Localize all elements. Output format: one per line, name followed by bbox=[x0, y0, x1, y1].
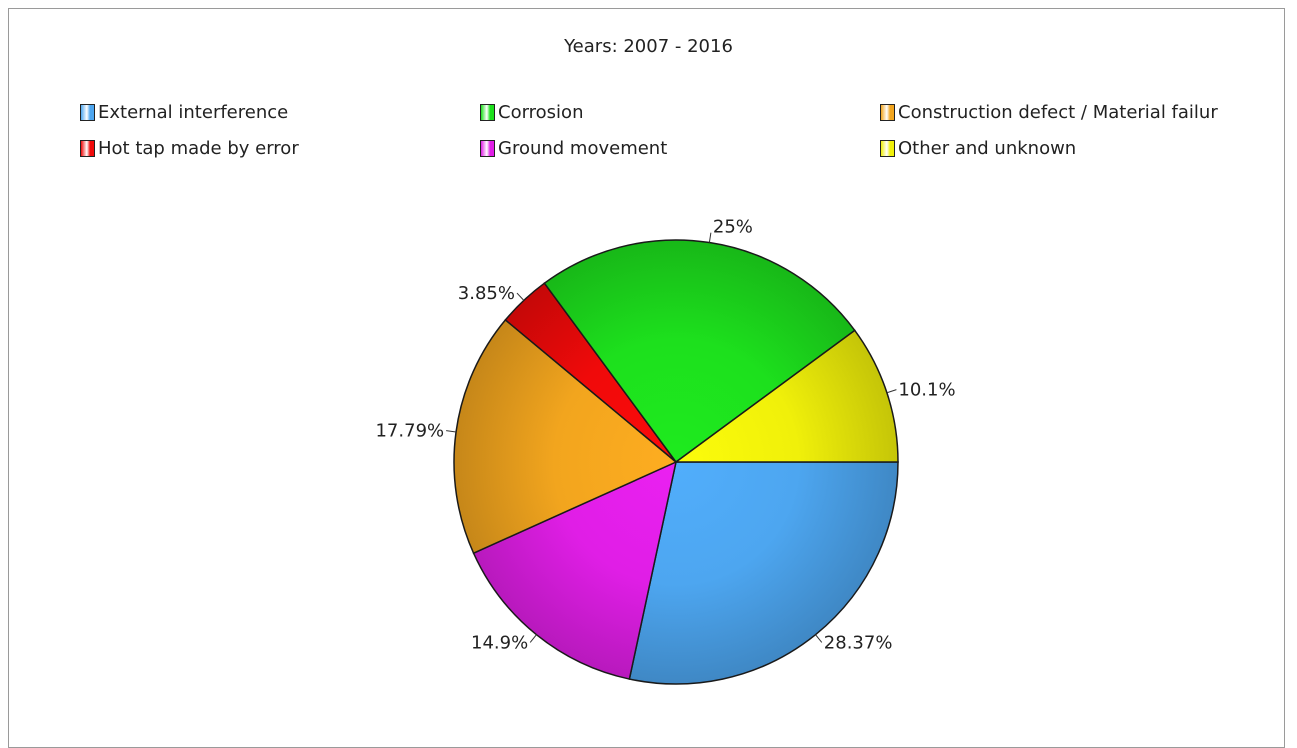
slice-label: 14.9% bbox=[471, 632, 528, 653]
chart-legend: External interference Corrosion Constructi… bbox=[0, 0, 1297, 180]
legend-label: Construction defect / Material failur bbox=[898, 101, 1218, 123]
pie-slice bbox=[472, 460, 678, 680]
slice-label: 17.79% bbox=[375, 421, 444, 442]
legend-swatch bbox=[80, 139, 95, 157]
legend-item: Construction defect / Material failur bbox=[880, 100, 1218, 124]
legend-swatch bbox=[880, 103, 895, 121]
label-leader-line bbox=[708, 232, 712, 243]
label-leader-line bbox=[815, 634, 823, 643]
legend-swatch bbox=[880, 139, 895, 157]
label-leader-line bbox=[886, 389, 897, 394]
legend-item: External interference bbox=[80, 100, 288, 124]
label-leader-line bbox=[516, 292, 525, 301]
label-leader-line bbox=[446, 430, 457, 433]
pie-slice bbox=[628, 461, 899, 685]
legend-label: External interference bbox=[98, 101, 289, 123]
legend-item: Ground movement bbox=[480, 136, 667, 160]
legend-item: Corrosion bbox=[480, 100, 583, 124]
legend-item: Hot tap made by error bbox=[80, 136, 299, 160]
legend-label: Corrosion bbox=[498, 101, 584, 123]
label-leader-line bbox=[529, 634, 537, 643]
pie-chart: 28.37% 14.9% 17.79% 3.85% 25% 10.1% bbox=[375, 217, 956, 685]
pie-slice bbox=[543, 239, 856, 464]
slice-label: 25% bbox=[713, 217, 753, 238]
legend-swatch bbox=[80, 103, 95, 121]
legend-label: Ground movement bbox=[498, 137, 668, 159]
legend-item: Other and unknown bbox=[880, 136, 1076, 160]
legend-swatch bbox=[480, 103, 495, 121]
legend-label: Other and unknown bbox=[898, 137, 1077, 159]
legend-swatch bbox=[480, 139, 495, 157]
slice-label: 28.37% bbox=[824, 632, 893, 653]
chart-title: Years: 2007 - 2016 bbox=[564, 36, 733, 57]
legend-label: Hot tap made by error bbox=[98, 137, 299, 159]
slice-label: 10.1% bbox=[898, 380, 955, 401]
slice-label: 3.85% bbox=[458, 283, 515, 304]
